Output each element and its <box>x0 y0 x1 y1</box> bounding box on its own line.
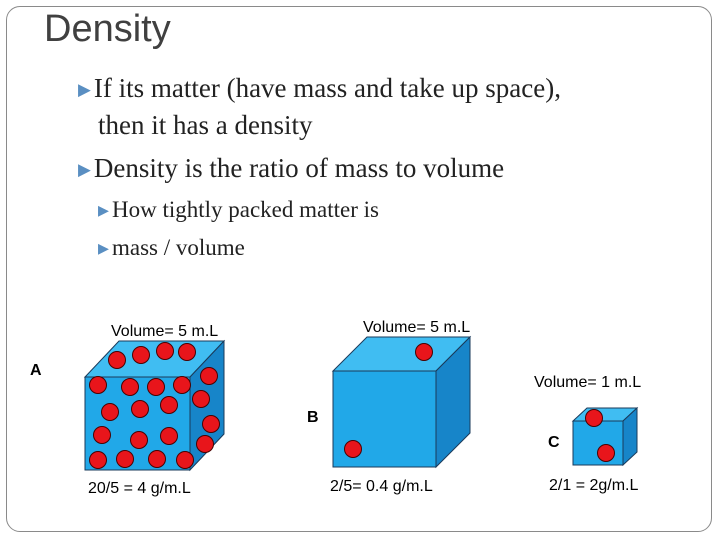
particle <box>130 431 148 449</box>
cube-a <box>83 339 226 472</box>
particle <box>176 451 194 469</box>
sub-bullet-formula: ▶ mass / volume <box>98 232 245 265</box>
bullet-matter: ▶ If its matter (have mass and take up sp… <box>78 70 561 108</box>
cube-b <box>331 335 472 469</box>
cube-b-particles <box>344 343 433 458</box>
bullet-text: Density is the ratio of mass to volume <box>93 153 505 183</box>
particle <box>93 426 111 444</box>
particle <box>156 342 174 360</box>
bullet-matter-continued: then it has a density <box>98 107 312 144</box>
particle <box>147 378 165 396</box>
particle <box>173 376 191 394</box>
sub-bullet-packed: ▶ How tightly packed matter is <box>98 194 379 227</box>
cube-b-letter: B <box>307 409 319 426</box>
bullet-arrow-icon: ▶ <box>98 203 109 219</box>
particle <box>344 440 362 458</box>
particle <box>585 409 603 427</box>
cube-c-particles <box>585 409 615 462</box>
particle <box>132 346 150 364</box>
particle <box>178 343 196 361</box>
particle <box>160 427 178 445</box>
particle <box>89 376 107 394</box>
particle <box>116 450 134 468</box>
slide-frame <box>6 6 712 532</box>
particle <box>192 390 210 408</box>
cube-a-letter: A <box>30 362 42 379</box>
cube-a-density-label: 20/5 = 4 g/m.L <box>88 480 191 497</box>
slide-title: Density <box>44 8 171 50</box>
cube-c-letter: C <box>548 434 560 451</box>
sub-bullet-text: mass / volume <box>111 235 245 260</box>
particle <box>200 367 218 385</box>
particle <box>160 396 178 414</box>
particle <box>131 400 149 418</box>
cube-c-front-face <box>572 420 624 466</box>
particle <box>89 451 107 469</box>
bullet-arrow-icon: ▶ <box>78 159 91 179</box>
cube-c-volume-label: Volume= 1 m.L <box>534 374 642 391</box>
particle <box>196 435 214 453</box>
particle <box>202 415 220 433</box>
cube-a-particles <box>89 342 220 469</box>
bullet-arrow-icon: ▶ <box>78 79 91 99</box>
particle <box>148 450 166 468</box>
particle <box>108 351 126 369</box>
bullet-arrow-icon: ▶ <box>98 241 109 257</box>
cube-c-density-label: 2/1 = 2g/m.L <box>549 477 639 494</box>
particle <box>597 444 615 462</box>
cube-b-side-face <box>435 335 471 469</box>
bullet-text: then it has a density <box>98 110 313 140</box>
cube-b-density-label: 2/5= 0.4 g/m.L <box>330 478 433 495</box>
particle <box>415 343 433 361</box>
cube-c <box>571 406 639 467</box>
bullet-density-ratio: ▶ Density is the ratio of mass to volume <box>78 150 504 188</box>
cube-c-side-face <box>622 406 638 467</box>
particle <box>101 403 119 421</box>
cube-b-volume-label: Volume= 5 m.L <box>363 319 471 336</box>
particle <box>121 378 139 396</box>
bullet-text: If its matter (have mass and take up spa… <box>93 73 561 103</box>
sub-bullet-text: How tightly packed matter is <box>111 197 379 222</box>
cube-a-volume-label: Volume= 5 m.L <box>111 323 219 340</box>
